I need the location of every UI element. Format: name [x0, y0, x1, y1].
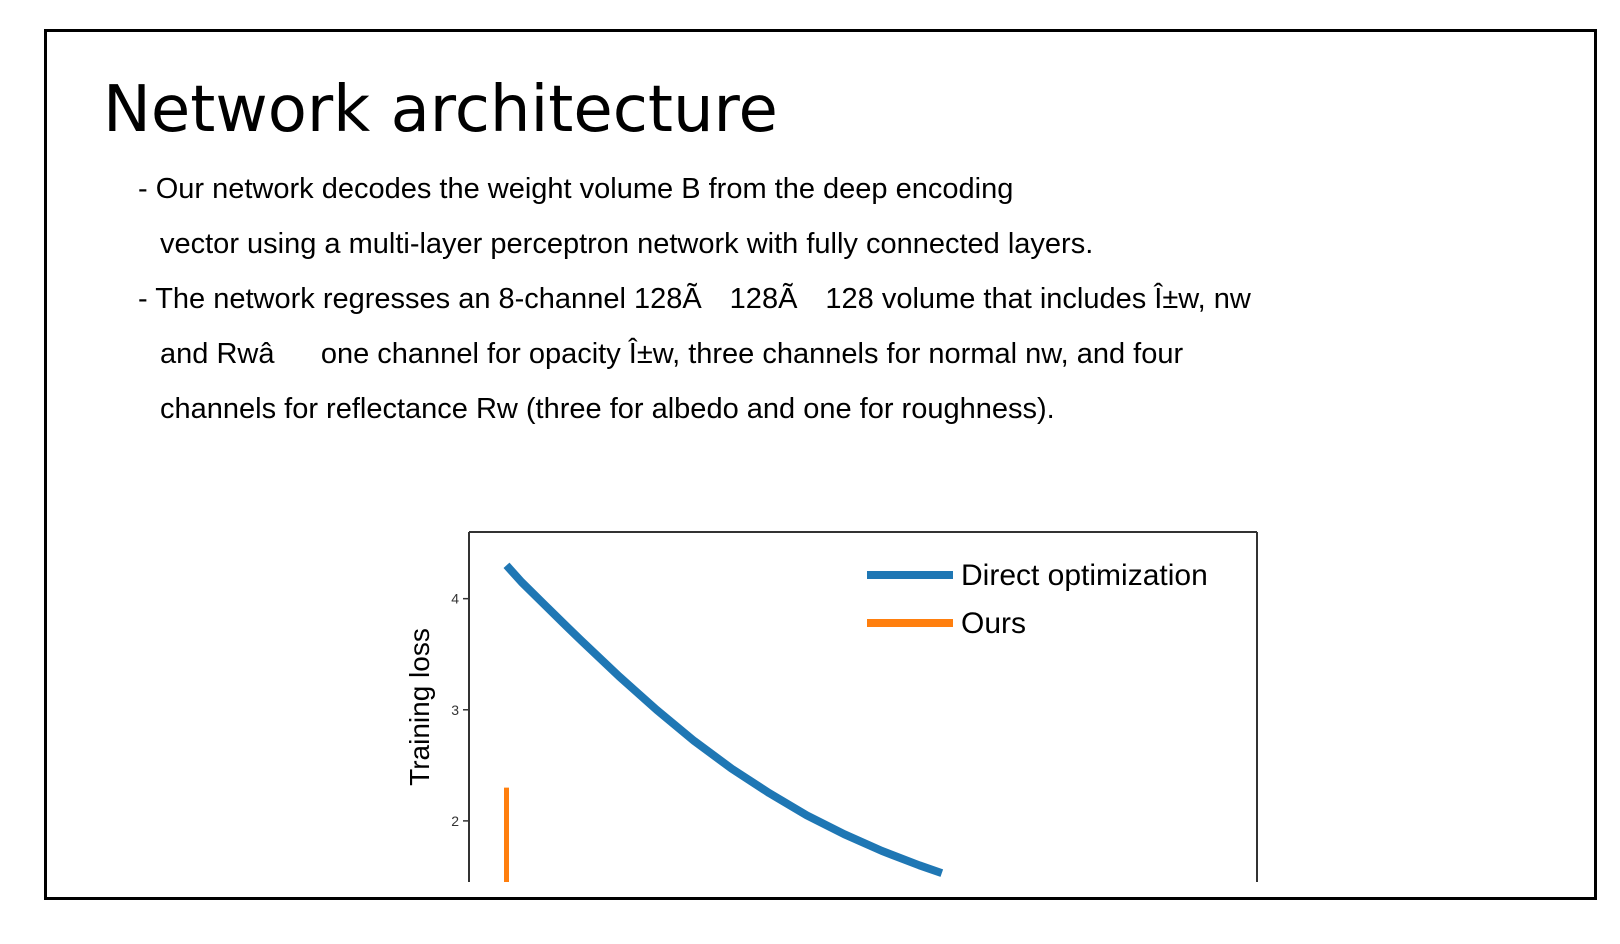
- y-tick-label: 2: [451, 813, 459, 829]
- bullet-line-1: - Our network decodes the weight volume …: [138, 173, 1014, 205]
- y-tick-label: 4: [451, 591, 459, 607]
- bullet-line-5: channels for reflectance Rw (three for a…: [160, 393, 1055, 425]
- training-loss-chart: 2 3 4 Training loss Direct optimization Ou…: [407, 531, 1258, 882]
- bullet-line-3: - The network regresses an 8-channel 128…: [138, 283, 1251, 315]
- y-tick-label: 3: [451, 702, 459, 718]
- series-line-direct-optimization: [503, 562, 944, 877]
- y-axis-label: Training loss: [407, 628, 435, 786]
- y-axis-ticks: 2 3 4: [451, 591, 469, 829]
- slide: Network architecture - Our network decod…: [44, 29, 1597, 900]
- legend: Direct optimization Ours: [867, 559, 1208, 640]
- plot-series: [503, 562, 944, 882]
- slide-title: Network architecture: [103, 73, 778, 147]
- bullet-line-4: and Rwâone channel for opacity Î±w, th…: [160, 338, 1184, 370]
- bullet-line-2: vector using a multi-layer perceptron ne…: [160, 228, 1094, 260]
- legend-label-direct-optimization: Direct optimization: [961, 559, 1208, 592]
- legend-label-ours: Ours: [961, 607, 1026, 640]
